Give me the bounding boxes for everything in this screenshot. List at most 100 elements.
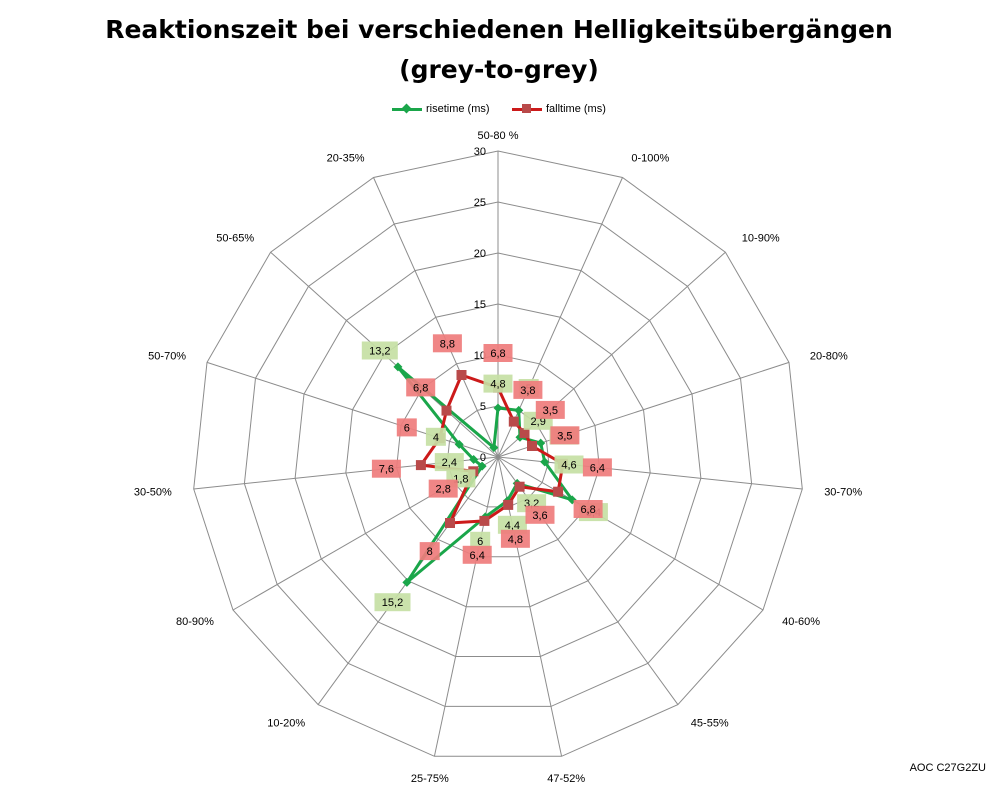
falltime-data-label-bg [432,334,462,353]
grid-ring [396,354,600,558]
risetime-data-label-bg [470,531,491,550]
category-label: 80-90% [176,616,214,628]
grid-ring [243,201,753,707]
category-label: 25-75% [411,773,449,785]
legend-square-icon [522,104,531,113]
falltime-point [514,481,525,492]
falltime-data-label: 6,4 [470,550,485,562]
risetime-data-label-bg [554,455,584,474]
falltime-data-label-bg [483,344,513,362]
falltime-point [503,499,514,510]
falltime-data-label: 6,8 [490,348,505,360]
falltime-data-label: 6,8 [580,504,595,516]
risetime-data-label: 2,4 [442,457,457,469]
risetime-data-label-bg [483,374,513,393]
tick-label: 0 [480,452,486,464]
risetime-data-label-bg [497,515,527,534]
falltime-data-label: 4,8 [508,534,523,546]
category-label: 50-65% [216,233,254,245]
risetime-data-label-bg [425,427,446,446]
category-label: 10-90% [742,233,780,245]
falltime-point [508,416,519,427]
falltime-point [479,515,490,526]
falltime-point [445,518,455,528]
category-label: 20-80% [810,351,848,363]
falltime-data-label-bg [428,479,458,498]
category-label: 50-70% [148,351,186,363]
category-label: 47-52% [547,773,585,785]
falltime-data-label-bg [500,529,530,548]
tick-label: 20 [474,248,486,260]
risetime-data-label: 4 [433,432,439,444]
category-label: 45-55% [691,717,729,729]
category-label: 20-35% [327,152,365,164]
category-label: 50-80 % [478,130,519,142]
falltime-data-label-bg [535,400,565,419]
grid-spoke [497,456,679,705]
falltime-data-label: 6,8 [413,382,428,394]
falltime-data-label-bg [419,542,440,561]
series-line-falltime [419,373,565,525]
risetime-data-label: 13,2 [369,346,390,358]
grid-ring [294,252,702,657]
falltime-data-label-bg [462,545,492,564]
category-label: 40-60% [782,616,820,628]
legend-label-falltime: falltime (ms) [546,103,606,115]
chart-title: Reaktionszeit bei verschiedenen Helligke… [0,10,998,90]
falltime-data-label-bg [582,458,612,477]
falltime-data-label: 2,8 [436,484,451,496]
legend: risetime (ms) falltime (ms) [0,101,998,117]
falltime-data-label: 8,8 [440,338,455,350]
grid-spoke [497,456,764,611]
falltime-data-label: 3,5 [543,405,558,417]
chart-title-line-1: Reaktionszeit bei verschiedenen Helligke… [105,15,893,44]
tick-label: 15 [474,299,486,311]
series-line-risetime [396,365,574,584]
risetime-data-label: 4,4 [505,520,520,532]
falltime-data-label: 6 [404,422,410,434]
falltime-data-label-bg [513,380,543,399]
risetime-point [454,439,464,449]
risetime-point [469,455,479,465]
falltime-data-label-bg [550,426,580,445]
tick-label: 5 [480,401,486,413]
risetime-data-label: 6 [477,536,483,548]
falltime-data-label-bg [406,378,436,397]
falltime-point [456,370,467,380]
falltime-data-label: 3,5 [557,430,572,442]
falltime-point [519,428,530,439]
tick-label: 10 [474,350,486,362]
model-credit: AOC C27G2ZU [909,762,986,774]
falltime-data-label-bg [371,459,401,478]
falltime-data-label: 6,4 [590,462,605,474]
category-label: 10-20% [267,717,305,729]
tick-label: 30 [474,146,486,158]
falltime-point [527,441,537,451]
risetime-data-label: 15,2 [382,597,403,609]
grid-spoke [373,177,499,458]
falltime-point [415,460,426,471]
falltime-point [441,405,452,416]
falltime-data-label: 7,6 [379,464,394,476]
risetime-data-label: 4,6 [561,460,576,472]
category-label: 30-50% [134,486,172,498]
risetime-data-label-bg [434,453,464,472]
falltime-data-label: 3,6 [532,510,547,522]
falltime-data-label: 8 [427,546,433,558]
grid-ring [345,303,651,608]
falltime-data-label-bg [573,500,603,518]
risetime-point [402,577,412,587]
risetime-data-label: 4,8 [490,379,505,391]
grid-ring [193,150,803,757]
risetime-point [393,362,403,372]
category-label: 30-70% [824,486,862,498]
risetime-data-label-bg [374,593,411,612]
grid-spoke [433,456,499,757]
risetime-point [514,405,524,415]
falltime-data-label-bg [525,505,555,524]
chart-title-line-2: (grey-to-grey) [399,55,599,84]
tick-label: 25 [474,197,486,209]
risetime-point [489,443,499,453]
grid-spoke [206,361,499,458]
risetime-point [536,438,546,448]
